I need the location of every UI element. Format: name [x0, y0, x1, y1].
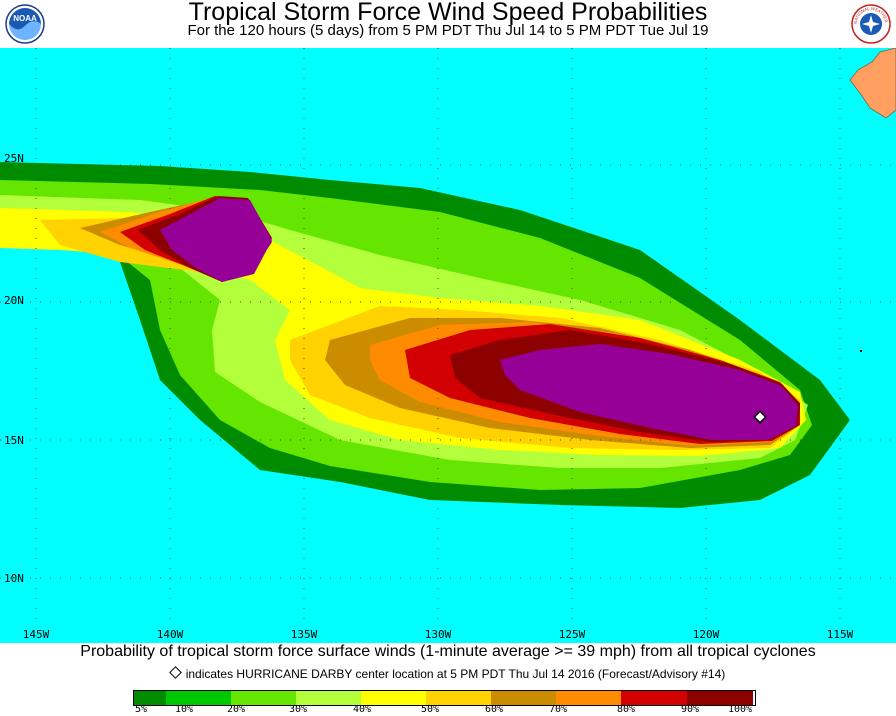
- probability-contours: [0, 162, 850, 508]
- lon-label-145w: 145W: [22, 628, 50, 641]
- lon-label-120w: 120W: [692, 628, 720, 641]
- lat-label-20n: 20N: [4, 294, 24, 307]
- legend-label-20: 20%: [226, 704, 246, 715]
- legend-labels: 5% 10% 20% 30% 40% 50% 60% 70% 80% 90% 1…: [0, 704, 896, 716]
- lon-label-115w: 115W: [826, 628, 854, 641]
- header: NOAA Tropical Storm Force Wind Speed Pro…: [0, 0, 896, 48]
- legend-swatch-60-70: [491, 691, 556, 705]
- lat-label-10n: 10N: [4, 572, 24, 585]
- legend-label-30: 30%: [288, 704, 308, 715]
- legend-label-70: 70%: [548, 704, 568, 715]
- legend-swatch-10-20: [166, 691, 231, 705]
- legend-swatch-80-90: [621, 691, 687, 705]
- legend-swatch-5-10: [134, 691, 166, 705]
- legend-label-100: 100%: [727, 704, 753, 715]
- map-title: Tropical Storm Force Wind Speed Probabil…: [188, 0, 708, 26]
- graticule: [0, 48, 896, 628]
- lon-label-135w: 135W: [290, 628, 318, 641]
- legend-label-50: 50%: [420, 704, 440, 715]
- coastline-land: [849, 48, 896, 119]
- legend-label-10: 10%: [174, 704, 194, 715]
- probability-legend: [133, 690, 756, 706]
- nws-logo-icon: NATIONAL WEATHER SERVICE: [849, 0, 891, 44]
- lon-label-125w: 125W: [558, 628, 586, 641]
- legend-label-80: 80%: [616, 704, 636, 715]
- legend-swatch-20-30: [231, 691, 296, 705]
- longitude-axis: 145W 140W 135W 130W 125W 120W 115W: [0, 628, 896, 643]
- diamond-marker-icon: [168, 666, 182, 679]
- svg-text:NOAA: NOAA: [13, 14, 37, 23]
- storm-marker-note: indicates HURRICANE DARBY center locatio…: [0, 666, 896, 681]
- legend-swatch-50-60: [426, 691, 491, 705]
- lon-label-130w: 130W: [424, 628, 452, 641]
- legend-label-5: 5%: [134, 704, 148, 715]
- lat-label-15n: 15N: [4, 434, 24, 447]
- storm-marker-text: indicates HURRICANE DARBY center locatio…: [185, 667, 726, 681]
- map-subtitle: For the 120 hours (5 days) from 5 PM PDT…: [187, 22, 709, 39]
- legend-swatch-40-50: [361, 691, 426, 705]
- legend-swatch-90-100: [687, 691, 753, 705]
- lat-label-25n: 25N: [4, 152, 24, 165]
- legend-label-90: 90%: [680, 704, 700, 715]
- legend-swatch-30-40: [296, 691, 361, 705]
- probability-map: 25N 20N 15N 10N: [0, 48, 896, 643]
- contour-100pct: [175, 200, 795, 438]
- storm-center-diamond-icon: [753, 410, 767, 424]
- noaa-logo-icon: NOAA: [5, 4, 45, 44]
- legend-label-40: 40%: [352, 704, 372, 715]
- legend-swatch-70-80: [556, 691, 621, 705]
- lon-label-140w: 140W: [156, 628, 184, 641]
- legend-label-60: 60%: [484, 704, 504, 715]
- map-dot: [860, 350, 862, 352]
- map-description: Probability of tropical storm force surf…: [80, 643, 816, 660]
